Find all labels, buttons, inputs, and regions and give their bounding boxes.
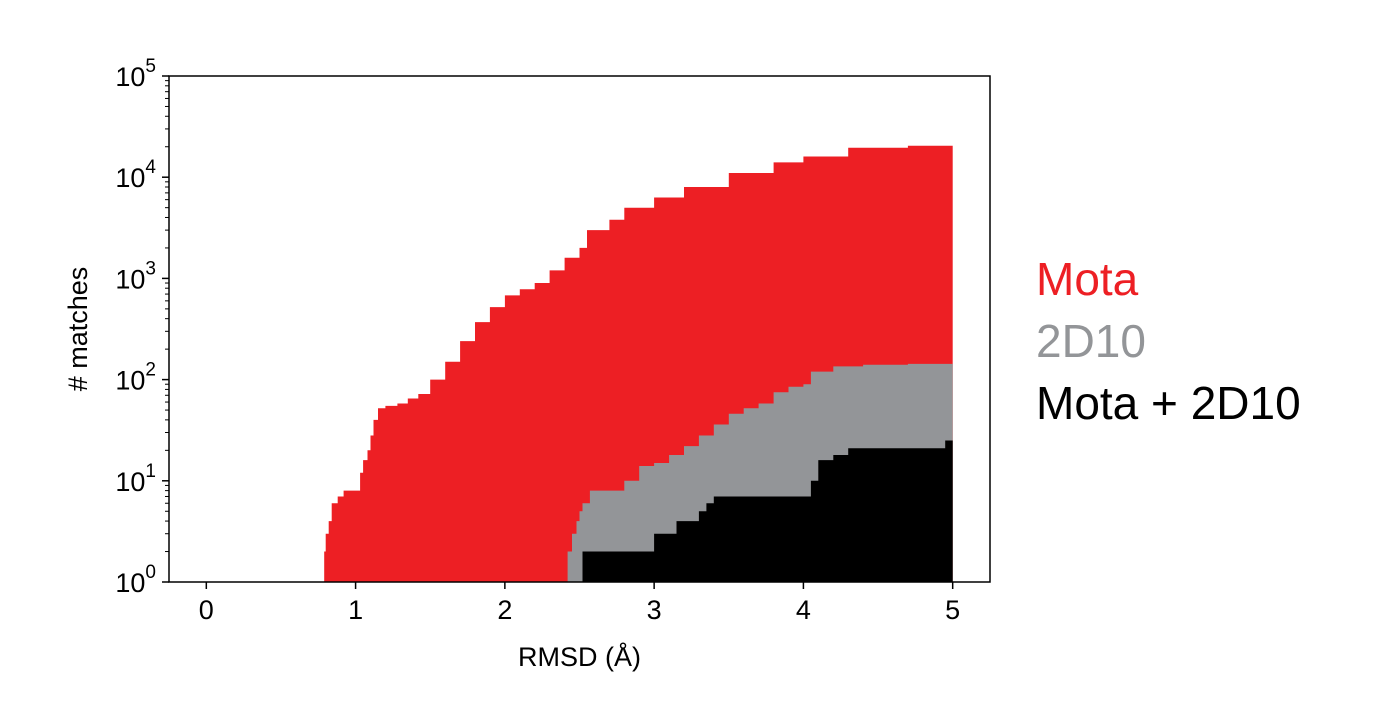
series-layer <box>322 144 953 582</box>
y-tick-label: 105 <box>115 56 156 92</box>
legend-entry-mota: Mota <box>1036 253 1139 305</box>
y-tick-label: 100 <box>115 562 156 598</box>
tick-layer: 0 1 2 3 4 5 100 101 102 103 104 105 <box>115 56 960 625</box>
x-tick-label: 0 <box>199 595 214 625</box>
y-tick-label: 102 <box>115 360 156 396</box>
x-tick-label: 3 <box>647 595 662 625</box>
x-tick-label: 1 <box>348 595 363 625</box>
series-area-2 <box>579 435 953 582</box>
x-tick-label: 2 <box>497 595 512 625</box>
y-tick-label: 103 <box>115 258 156 294</box>
legend-entry-2d10: 2D10 <box>1036 315 1146 367</box>
plot-frame <box>168 75 991 583</box>
legend: Mota 2D10 Mota + 2D10 <box>1036 248 1301 434</box>
x-tick-label: 5 <box>945 595 960 625</box>
y-axis-label: # matches <box>63 267 93 392</box>
x-axis-label: RMSD (Å) <box>518 641 641 672</box>
y-tick-label: 101 <box>115 461 156 497</box>
legend-entry-mota-2d10: Mota + 2D10 <box>1036 377 1301 429</box>
y-tick-label: 104 <box>115 157 156 193</box>
x-tick-label: 4 <box>796 595 811 625</box>
